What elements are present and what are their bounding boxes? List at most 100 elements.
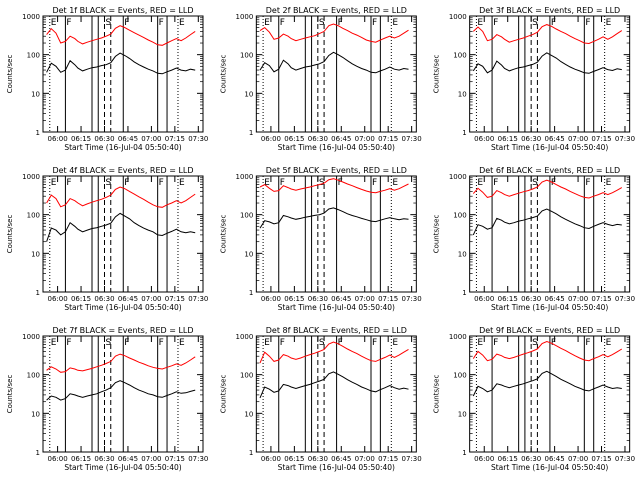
chart-title: Det 1f BLACK = Events, RED = LLD — [52, 6, 193, 15]
orbit-flag-label: F — [372, 178, 377, 188]
detector-panel: Det 4f BLACK = Events, RED = LLD 1 10 100 10… — [6, 166, 208, 312]
orbit-flag-label: F — [338, 338, 343, 348]
orbit-flag-label: F — [338, 178, 343, 188]
y-tick-label: 1 — [36, 289, 40, 297]
x-tick-label: 07:00 — [568, 295, 588, 303]
x-tick-label: 07:00 — [568, 455, 588, 463]
orbit-flag-label: F — [338, 18, 343, 28]
lld-series-line — [259, 341, 409, 364]
chart-title: Det 7f BLACK = Events, RED = LLD — [52, 326, 193, 335]
x-tick-label: 06:30 — [308, 135, 328, 143]
y-tick-label: 10 — [31, 90, 40, 98]
events-series-line — [46, 52, 196, 75]
x-tick-label: 06:00 — [261, 295, 281, 303]
x-tick-label: 07:00 — [568, 135, 588, 143]
y-tick-label: 1000 — [236, 173, 254, 181]
x-tick-label: 07:15 — [165, 455, 185, 463]
orbit-flag-label: F — [66, 18, 71, 28]
x-tick-label: 06:45 — [331, 135, 351, 143]
x-tick-label: 06:15 — [498, 135, 518, 143]
x-tick-label: 07:30 — [402, 455, 422, 463]
orbit-flag-label: E — [179, 178, 185, 188]
orbit-flag-label: E — [606, 178, 612, 188]
y-tick-label: 10 — [244, 90, 253, 98]
orbit-flag-label: F — [551, 18, 556, 28]
x-tick-label: 07:30 — [188, 135, 208, 143]
x-tick-label: 07:00 — [141, 295, 161, 303]
orbit-flag-label: E — [51, 338, 57, 348]
y-axis-label: Counts/sec — [433, 55, 441, 94]
x-axis-label: Start Time (16-Jul-04 05:50:40) — [278, 463, 395, 472]
detector-panel: Det 6f BLACK = Events, RED = LLD 1 10 100 10… — [433, 166, 635, 312]
orbit-flag-label: E — [51, 178, 57, 188]
y-tick-label: 100 — [27, 52, 40, 60]
y-tick-label: 10 — [244, 250, 253, 258]
x-axis-label: Start Time (16-Jul-04 05:50:40) — [491, 463, 608, 472]
orbit-flag-label: E — [392, 338, 398, 348]
x-tick-label: 06:30 — [94, 455, 114, 463]
detector-panel: Det 2f BLACK = Events, RED = LLD 1 10 100 10… — [219, 6, 421, 152]
orbit-flag-label: F — [372, 18, 377, 28]
orbit-flag-label: F — [493, 18, 498, 28]
orbit-flag-label: E — [392, 178, 398, 188]
orbit-flag-label: F — [280, 18, 285, 28]
x-tick-label: 06:30 — [521, 135, 541, 143]
x-tick-label: 06:00 — [47, 135, 67, 143]
orbit-flag-label: F — [280, 338, 285, 348]
orbit-flag-label: E — [392, 18, 398, 28]
events-series-line — [259, 371, 409, 399]
orbit-flag-label: E — [606, 18, 612, 28]
orbit-flag-label: E — [264, 18, 270, 28]
orbit-flag-label: F — [124, 18, 129, 28]
orbit-flag-label: F — [585, 338, 590, 348]
orbit-flag-label: S — [532, 338, 538, 348]
x-tick-label: 06:30 — [308, 295, 328, 303]
lld-series-line — [472, 340, 623, 362]
chart-title: Det 5f BLACK = Events, RED = LLD — [266, 166, 407, 175]
y-tick-label: 1000 — [449, 173, 467, 181]
chart-title: Det 2f BLACK = Events, RED = LLD — [266, 6, 407, 15]
x-tick-label: 07:15 — [591, 455, 611, 463]
events-series-line — [259, 207, 409, 229]
y-tick-label: 100 — [453, 372, 466, 380]
x-tick-label: 07:30 — [402, 135, 422, 143]
events-series-line — [46, 380, 196, 401]
orbit-flag-label: F — [159, 178, 164, 188]
y-axis-label: Counts/sec — [6, 375, 14, 414]
x-axis-label: Start Time (16-Jul-04 05:50:40) — [491, 143, 608, 152]
x-tick-label: 06:00 — [47, 455, 67, 463]
orbit-flag-label: E — [179, 18, 185, 28]
orbit-flag-label: S — [105, 178, 111, 188]
y-tick-label: 10 — [458, 250, 467, 258]
y-tick-label: 1000 — [236, 333, 254, 341]
chart-title: Det 6f BLACK = Events, RED = LLD — [479, 166, 620, 175]
orbit-flag-label: E — [477, 338, 483, 348]
lld-series-line — [472, 24, 623, 45]
x-axis-label: Start Time (16-Jul-04 05:50:40) — [278, 143, 395, 152]
detector-panel: Det 3f BLACK = Events, RED = LLD 1 10 100 10… — [433, 6, 635, 152]
x-tick-label: 06:45 — [545, 135, 565, 143]
x-tick-label: 07:15 — [165, 295, 185, 303]
y-tick-label: 1000 — [449, 333, 467, 341]
detector-panel: Det 9f BLACK = Events, RED = LLD 1 10 100 10… — [433, 326, 635, 472]
y-tick-label: 1000 — [22, 173, 40, 181]
orbit-flag-label: F — [124, 338, 129, 348]
orbit-flag-label: S — [105, 18, 111, 28]
orbit-flag-label: F — [66, 338, 71, 348]
chart-title: Det 4f BLACK = Events, RED = LLD — [52, 166, 193, 175]
y-tick-label: 1 — [36, 129, 40, 137]
detector-panel: Det 8f BLACK = Events, RED = LLD 1 10 100 10… — [219, 326, 421, 472]
orbit-flag-label: F — [493, 178, 498, 188]
x-axis-label: Start Time (16-Jul-04 05:50:40) — [491, 303, 608, 312]
x-axis-label: Start Time (16-Jul-04 05:50:40) — [64, 143, 181, 152]
lld-series-line — [46, 25, 196, 46]
x-tick-label: 07:30 — [615, 455, 635, 463]
orbit-flag-label: F — [372, 338, 377, 348]
chart-title: Det 9f BLACK = Events, RED = LLD — [479, 326, 620, 335]
events-series-line — [472, 52, 622, 74]
chart-title: Det 8f BLACK = Events, RED = LLD — [266, 326, 407, 335]
x-tick-label: 06:00 — [474, 295, 494, 303]
orbit-flag-label: F — [159, 18, 164, 28]
detector-panel: Det 7f BLACK = Events, RED = LLD 1 10 100 10… — [6, 326, 208, 472]
